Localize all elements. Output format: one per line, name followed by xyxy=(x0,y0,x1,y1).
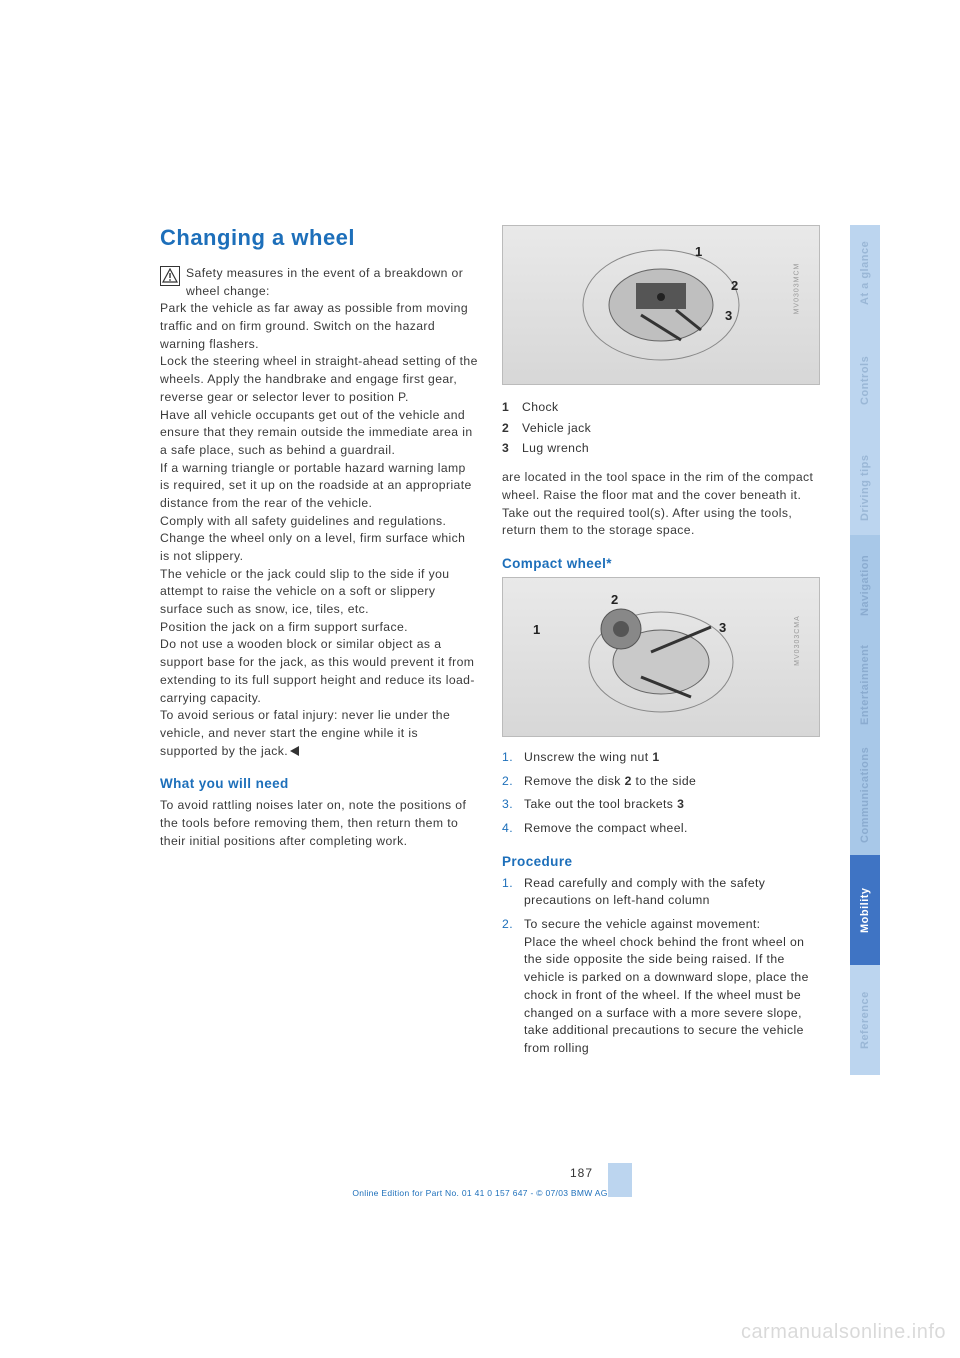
warning-icon xyxy=(160,266,180,286)
para-7: The vehicle or the jack could slip to th… xyxy=(160,566,478,619)
step-text: Remove the compact wheel. xyxy=(524,821,688,835)
legend-val: Lug wrench xyxy=(522,438,589,459)
para-1: Park the vehicle as far away as possible… xyxy=(160,300,478,353)
warning-block: Safety measures in the event of a breakd… xyxy=(160,265,478,300)
step-ref: 3 xyxy=(677,797,684,811)
step-text: Unscrew the wing nut xyxy=(524,750,652,764)
section-tab[interactable]: Reference xyxy=(850,965,880,1075)
fig2-callout-3: 3 xyxy=(719,620,726,635)
step-text: Remove the disk xyxy=(524,774,625,788)
legend-row: 2 Vehicle jack xyxy=(502,418,820,439)
step-ref: 1 xyxy=(652,750,659,764)
procedure-steps: Read carefully and comply with the safet… xyxy=(502,875,820,1058)
section-tab[interactable]: Driving tips xyxy=(850,440,880,535)
warning-lead: Safety measures in the event of a breakd… xyxy=(186,266,463,298)
para-4: If a warning triangle or portable hazard… xyxy=(160,460,478,513)
list-item: To secure the vehicle against movement: … xyxy=(502,916,820,1058)
para-10-text: To avoid serious or fatal injury: never … xyxy=(160,708,450,757)
section-tab[interactable]: At a glance xyxy=(850,225,880,320)
legend-key: 2 xyxy=(502,418,522,439)
fig1-callout-1: 1 xyxy=(695,244,702,259)
fig1-credit: MV0303MCM xyxy=(794,263,801,315)
list-item: Remove the compact wheel. xyxy=(502,820,820,838)
list-item: Unscrew the wing nut 1 xyxy=(502,749,820,767)
subhead-need: What you will need xyxy=(160,776,478,791)
figure-compact-wheel: 1 2 3 MV0303CMA xyxy=(502,577,820,737)
subhead-compact: Compact wheel* xyxy=(502,556,820,571)
step-text: to the side xyxy=(632,774,696,788)
step-text: Read carefully and comply with the safet… xyxy=(524,876,765,908)
section-tab[interactable]: Mobility xyxy=(850,855,880,965)
section-tabs: At a glanceControlsDriving tipsNavigatio… xyxy=(850,225,880,1075)
figure-legend: 1 Chock 2 Vehicle jack 3 Lug wrench xyxy=(502,397,820,459)
list-item: Remove the disk 2 to the side xyxy=(502,773,820,791)
right-column: 1 2 3 MV0303MCM 1 Chock 2 Vehicle jack 3… xyxy=(502,225,820,1064)
legend-key: 3 xyxy=(502,438,522,459)
fig1-callout-3: 3 xyxy=(725,308,732,323)
para-6: Change the wheel only on a level, firm s… xyxy=(160,530,478,565)
step-ref: 2 xyxy=(625,774,632,788)
page-number: 187 xyxy=(570,1166,593,1180)
list-item: Take out the tool brackets 3 xyxy=(502,796,820,814)
fig2-callout-1: 1 xyxy=(533,622,540,637)
section-tab[interactable]: Entertainment xyxy=(850,635,880,735)
legend-key: 1 xyxy=(502,397,522,418)
located-para: are located in the tool space in the rim… xyxy=(502,469,820,540)
legend-val: Chock xyxy=(522,397,559,418)
para-10: To avoid serious or fatal injury: never … xyxy=(160,707,478,760)
list-item: Read carefully and comply with the safet… xyxy=(502,875,820,910)
left-column: Changing a wheel Safety measures in the … xyxy=(160,225,478,1064)
para-3: Have all vehicle occupants get out of th… xyxy=(160,407,478,460)
legend-row: 3 Lug wrench xyxy=(502,438,820,459)
para-8: Position the jack on a firm support surf… xyxy=(160,619,478,637)
para-5: Comply with all safety guidelines and re… xyxy=(160,513,478,531)
need-para: To avoid rattling noises later on, note … xyxy=(160,797,478,850)
subhead-procedure: Procedure xyxy=(502,854,820,869)
page-content: Changing a wheel Safety measures in the … xyxy=(160,225,820,1064)
section-tab[interactable]: Controls xyxy=(850,320,880,440)
section-tab[interactable]: Communications xyxy=(850,735,880,855)
compact-steps: Unscrew the wing nut 1 Remove the disk 2… xyxy=(502,749,820,838)
legend-val: Vehicle jack xyxy=(522,418,591,439)
fig1-callout-2: 2 xyxy=(731,278,738,293)
section-tab[interactable]: Navigation xyxy=(850,535,880,635)
legend-row: 1 Chock xyxy=(502,397,820,418)
step-text: Take out the tool brackets xyxy=(524,797,677,811)
page-title: Changing a wheel xyxy=(160,225,478,251)
para-9: Do not use a wooden block or similar obj… xyxy=(160,636,478,707)
end-mark-icon xyxy=(290,746,299,756)
fig2-credit: MV0303CMA xyxy=(794,615,801,666)
watermark: carmanualsonline.info xyxy=(741,1321,946,1344)
fig2-callout-2: 2 xyxy=(611,592,618,607)
para-2: Lock the steering wheel in straight-ahea… xyxy=(160,353,478,406)
edition-line: Online Edition for Part No. 01 41 0 157 … xyxy=(0,1188,960,1198)
step-text: To secure the vehicle against movement: … xyxy=(524,917,809,1055)
figure-tools: 1 2 3 MV0303MCM xyxy=(502,225,820,385)
